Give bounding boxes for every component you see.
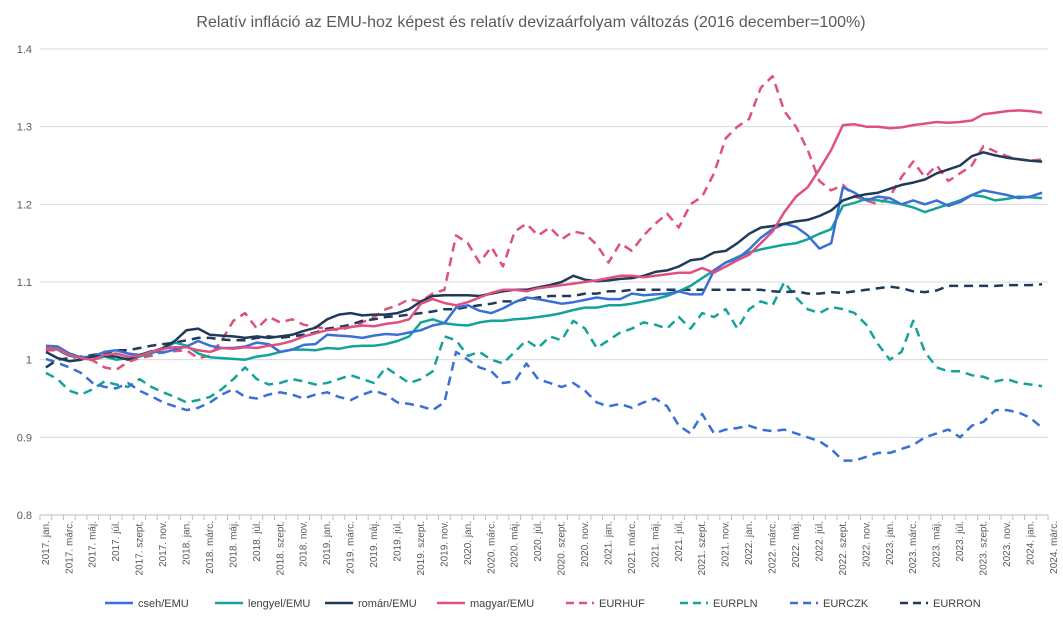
y-tick-label: 1.1 xyxy=(17,277,32,289)
x-tick-label: 2017. márc. xyxy=(64,521,75,574)
x-tick-label: 2022. szept. xyxy=(838,521,849,575)
x-tick-label: 2019. szept. xyxy=(416,521,427,575)
x-tick-label: 2019. márc. xyxy=(346,521,357,574)
series-group xyxy=(45,74,1043,462)
series-line-rom-n-emu xyxy=(45,151,1043,363)
x-tick-label: 2023. júl. xyxy=(955,521,966,562)
series-line-eurczk xyxy=(45,350,1043,462)
x-tick-label: 2018. szept. xyxy=(275,521,286,575)
legend-label: EURHUF xyxy=(599,598,645,610)
x-tick-label: 2023. márc. xyxy=(908,521,919,574)
x-tick-label: 2021. nov. xyxy=(721,521,732,567)
x-tick-label: 2019. jan. xyxy=(322,521,333,565)
x-tick-label: 2022. nov. xyxy=(861,521,872,567)
x-tick-label: 2018. nov. xyxy=(299,521,310,567)
series-line-lengyel-emu xyxy=(45,193,1043,361)
y-tick-label: 0.9 xyxy=(17,432,32,444)
y-tick-label: 1.4 xyxy=(17,44,32,56)
x-tick-label: 2017. szept. xyxy=(135,521,146,575)
y-tick-label: 1.3 xyxy=(17,122,32,134)
x-tick-label: 2017. máj. xyxy=(88,521,99,568)
legend-label: lengyel/EMU xyxy=(248,598,310,610)
x-tick-label: 2022. márc. xyxy=(768,521,779,574)
x-tick-label: 2018. márc. xyxy=(205,521,216,574)
x-tick-label: 2020. júl. xyxy=(533,521,544,562)
legend: cseh/EMU lengyel/EMU román/EMU magyar/EMU EU… xyxy=(105,598,981,610)
series-line-eurron xyxy=(45,283,1043,369)
x-tick-label: 2022. jan. xyxy=(744,521,755,565)
x-tick-label: 2021. jan. xyxy=(603,521,614,565)
x-tick-label: 2017. nov. xyxy=(158,521,169,567)
series-line-cseh-emu xyxy=(45,185,1043,359)
legend-label: EURRON xyxy=(933,598,981,610)
x-tick-label: 2020. szept. xyxy=(557,521,568,575)
legend-label: EURCZK xyxy=(823,598,869,610)
series-line-magyar-emu xyxy=(45,109,1043,361)
x-tick-label: 2024. márc. xyxy=(1049,521,1060,574)
x-tick-label: 2020. jan. xyxy=(463,521,474,565)
x-tick-label: 2021. márc. xyxy=(627,521,638,574)
x-tick-label: 2018. máj. xyxy=(228,521,239,568)
chart-title: Relatív infláció az EMU-hoz képest és re… xyxy=(196,14,865,31)
x-axis: 2017. jan. 2017. márc. 2017. máj. 2017. júl… xyxy=(39,514,1060,575)
y-tick-label: 1.2 xyxy=(17,199,32,211)
grid-lines xyxy=(40,48,1048,516)
x-tick-label: 2021. szept. xyxy=(697,521,708,575)
legend-label: magyar/EMU xyxy=(470,598,534,610)
x-tick-label: 2022. júl. xyxy=(814,521,825,562)
y-tick-label: 0.8 xyxy=(17,510,32,522)
x-tick-label: 2020. márc. xyxy=(486,521,497,574)
x-tick-label: 2017. júl. xyxy=(111,521,122,562)
x-tick-label: 2022. máj. xyxy=(791,521,802,568)
legend-label: cseh/EMU xyxy=(138,598,189,610)
x-tick-label: 2018. jan. xyxy=(182,521,193,565)
legend-label: EURPLN xyxy=(713,598,758,610)
series-line-eurpln xyxy=(45,280,1043,404)
y-axis: 0.8 0.9 1 1.1 1.2 1.3 1.4 xyxy=(17,44,32,522)
x-tick-label: 2023. máj. xyxy=(932,521,943,568)
x-tick-label: 2020. máj. xyxy=(510,521,521,568)
x-tick-label: 2018. júl. xyxy=(252,521,263,562)
x-tick-label: 2021. júl. xyxy=(674,521,685,562)
x-tick-label: 2023. szept. xyxy=(979,521,990,575)
x-tick-label: 2023. nov. xyxy=(1002,521,1013,567)
x-tick-label: 2021. máj. xyxy=(650,521,661,568)
x-tick-label: 2024. jan. xyxy=(1025,521,1036,565)
x-tick-label: 2019. júl. xyxy=(392,521,403,562)
x-tick-label: 2020. nov. xyxy=(580,521,591,567)
x-tick-label: 2019. nov. xyxy=(439,521,450,567)
legend-label: román/EMU xyxy=(358,598,417,610)
series-line-eurhuf xyxy=(45,74,1043,372)
x-tick-label: 2023. jan. xyxy=(885,521,896,565)
y-tick-label: 1 xyxy=(26,355,32,367)
x-tick-label: 2019. máj. xyxy=(369,521,380,568)
x-tick-label: 2017. jan. xyxy=(41,521,52,565)
